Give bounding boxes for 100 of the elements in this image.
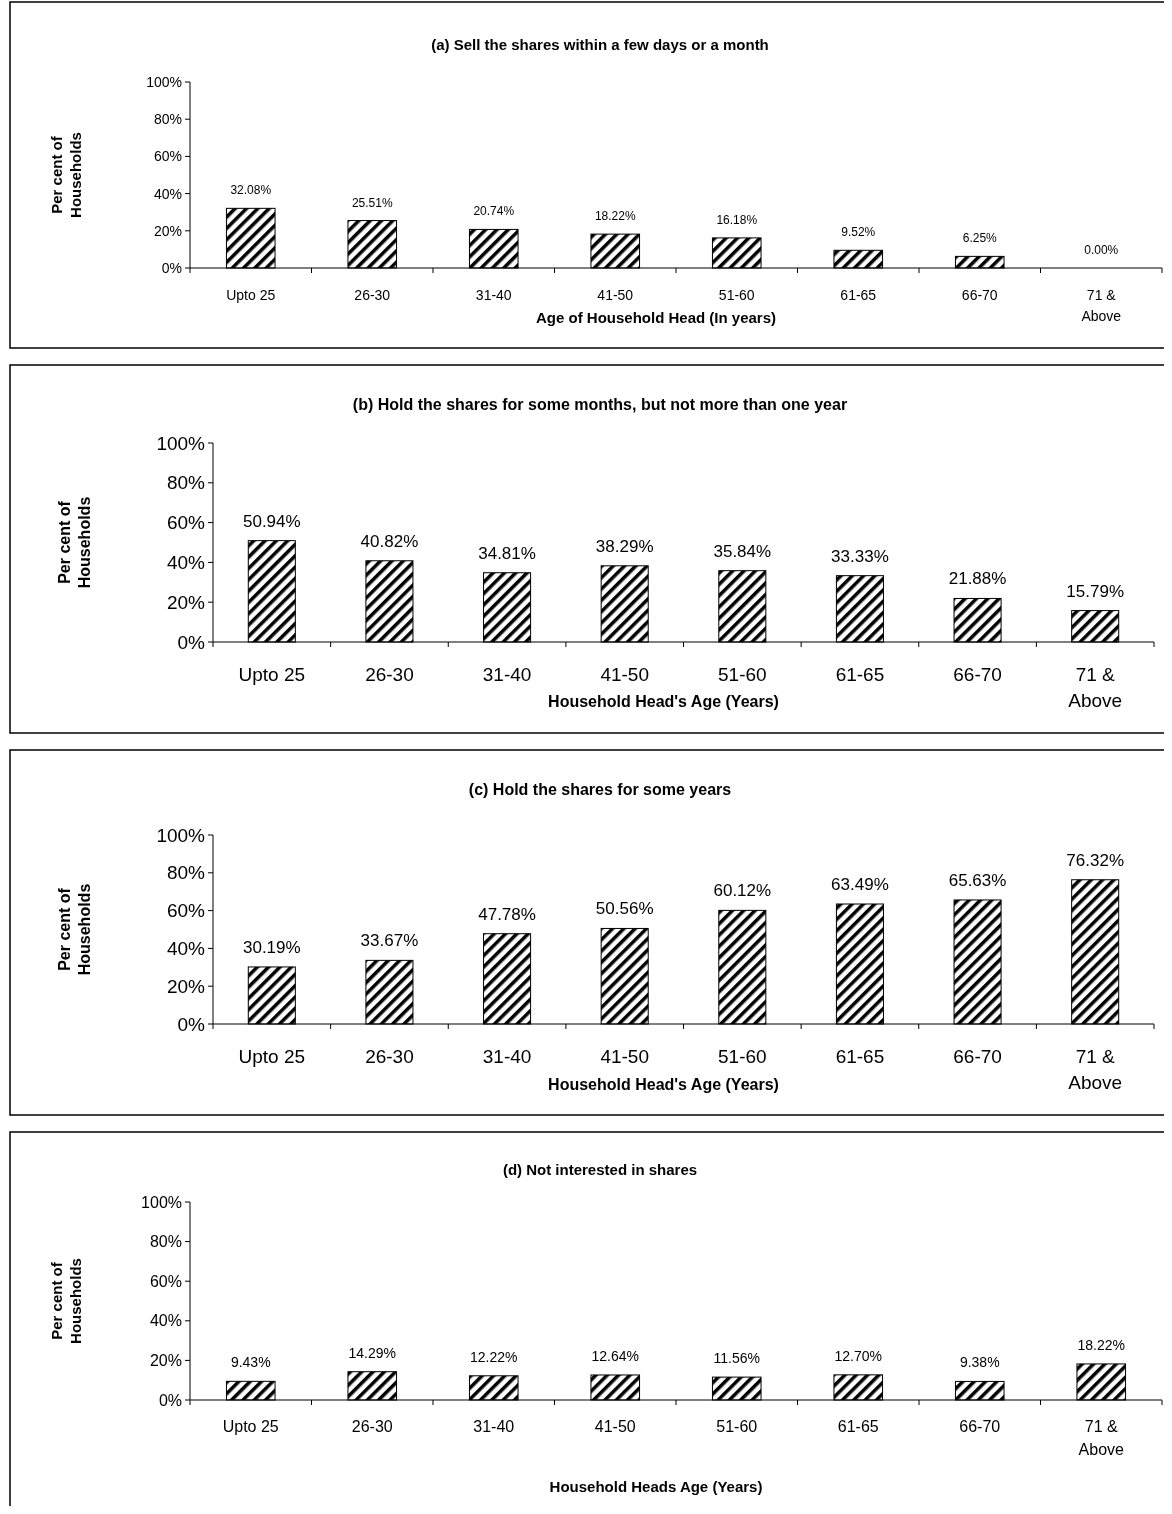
x-tick-label: 51-60 [718, 287, 755, 303]
y-tick-label: 0% [177, 631, 206, 653]
y-tick-label: 20% [166, 591, 206, 613]
y-tick-label: 100% [141, 1193, 182, 1211]
y-tick-label: 40% [166, 552, 206, 574]
data-label: 32.08% [230, 183, 272, 198]
chart-title: (d) Not interested in shares [502, 1161, 698, 1178]
y-tick-label: 100% [146, 73, 182, 90]
x-tick-label: 31-40 [482, 1046, 532, 1067]
data-label: 40.82% [360, 531, 419, 551]
y-axis-title: Per cent of Households [48, 1258, 84, 1344]
data-label: 20.74% [473, 204, 515, 219]
x-tick-label: Upto 25 [226, 287, 276, 303]
x-tick-label: 26-30 [351, 1418, 393, 1435]
data-label: 11.56% [713, 1350, 760, 1367]
data-label: 33.33% [831, 546, 889, 566]
x-tick-label: 61-65 [840, 287, 877, 303]
data-label: 9.52% [841, 225, 876, 240]
data-label: 12.70% [834, 1347, 882, 1364]
data-label: 14.29% [348, 1344, 396, 1361]
y-tick-label: 80% [149, 1233, 182, 1251]
data-label: 12.22% [470, 1348, 518, 1365]
x-tick-label: 31-40 [473, 1418, 515, 1435]
y-tick-label: 100% [156, 824, 206, 846]
data-label: 50.56% [595, 899, 654, 919]
x-tick-label: Upto 25 [222, 1418, 279, 1435]
x-tick-label: 26-30 [365, 1046, 414, 1067]
x-tick-label: 66-70 [961, 287, 998, 303]
data-label: 65.63% [948, 870, 1007, 890]
chart-title: (b) Hold the shares for some months, but not more than one year [352, 396, 848, 413]
data-label: 35.84% [713, 541, 772, 561]
data-label: 12.64% [591, 1347, 639, 1364]
x-tick-label: 71 & Above [1068, 1046, 1123, 1093]
chart-title: (c) Hold the shares for some years [468, 781, 732, 798]
x-tick-label: 51-60 [716, 1418, 758, 1435]
y-tick-label: 0% [177, 1013, 206, 1035]
y-tick-label: 40% [166, 938, 206, 960]
x-tick-label: Upto 25 [238, 1046, 306, 1067]
data-label: 47.78% [478, 904, 536, 924]
x-tick-label: 61-65 [835, 1046, 885, 1067]
data-label: 76.32% [1066, 850, 1125, 870]
y-tick-label: 0% [161, 259, 182, 276]
x-tick-label: 61-65 [835, 664, 885, 685]
x-axis-title: Household Head's Age (Years) [548, 1076, 779, 1093]
y-axis-title: Per cent of Households [56, 496, 93, 589]
y-tick-label: 100% [156, 432, 206, 454]
x-tick-label: Upto 25 [238, 664, 306, 685]
data-label: 21.88% [948, 569, 1007, 589]
data-label: 63.49% [831, 875, 889, 894]
x-tick-label: 26-30 [354, 287, 391, 303]
y-tick-label: 0% [158, 1391, 182, 1409]
data-label: 30.19% [242, 937, 301, 957]
x-axis-title: Age of Household Head (In years) [535, 309, 777, 326]
y-tick-label: 60% [166, 900, 206, 922]
x-tick-label: 31-40 [482, 664, 532, 685]
x-tick-label: 51-60 [718, 664, 767, 685]
data-label: 18.22% [1077, 1336, 1125, 1353]
data-label: 9.38% [959, 1354, 1000, 1371]
y-tick-label: 60% [166, 512, 206, 534]
data-label: 16.18% [716, 212, 758, 227]
data-label: 0.00% [1084, 243, 1119, 257]
y-tick-label: 20% [149, 1352, 182, 1369]
x-tick-label: 61-65 [837, 1418, 879, 1435]
chart-title: (a) Sell the shares within a few days or a month [431, 36, 769, 53]
x-tick-label: 41-50 [600, 664, 649, 685]
x-tick-label: 41-50 [594, 1418, 636, 1435]
data-label: 34.81% [478, 543, 536, 563]
y-tick-label: 20% [166, 975, 206, 997]
y-tick-label: 40% [149, 1312, 182, 1330]
y-tick-label: 80% [166, 472, 206, 494]
x-tick-label: 41-50 [600, 1046, 649, 1067]
x-tick-label: 66-70 [953, 1046, 1002, 1067]
x-tick-label: 26-30 [365, 664, 414, 685]
data-label: 60.12% [713, 881, 772, 901]
y-tick-label: 20% [153, 222, 182, 239]
y-axis-title: Per cent of Households [48, 132, 84, 218]
data-label: 25.51% [351, 195, 393, 210]
x-tick-label: 66-70 [953, 664, 1002, 685]
x-tick-label: 66-70 [959, 1418, 1001, 1435]
x-tick-label: 31-40 [475, 287, 512, 303]
x-axis-title: Household Head's Age (Years) [548, 693, 779, 710]
data-label: 15.79% [1066, 581, 1125, 601]
y-axis-title: Per cent of Households [56, 883, 93, 976]
y-tick-label: 80% [166, 862, 206, 884]
x-tick-label: 51-60 [718, 1046, 767, 1067]
y-tick-label: 60% [153, 148, 182, 165]
x-tick-label: 71 & Above [1081, 287, 1122, 324]
y-tick-label: 60% [149, 1272, 182, 1290]
data-label: 9.43% [230, 1354, 271, 1371]
x-tick-label: 71 & Above [1078, 1418, 1125, 1458]
y-tick-label: 80% [153, 111, 182, 128]
data-label: 50.94% [242, 511, 301, 531]
data-label: 6.25% [962, 231, 998, 246]
data-label: 38.29% [595, 536, 654, 556]
x-tick-label: 71 & Above [1068, 664, 1123, 711]
x-tick-label: 41-50 [597, 287, 634, 303]
data-label: 33.67% [360, 931, 419, 951]
y-tick-label: 40% [153, 185, 182, 202]
x-axis-title: Household Heads Age (Years) [549, 1478, 763, 1495]
data-label: 18.22% [594, 209, 636, 224]
